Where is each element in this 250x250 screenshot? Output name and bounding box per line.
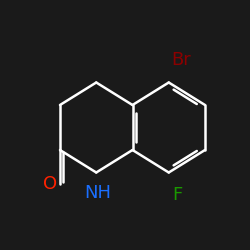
- Text: F: F: [172, 186, 183, 204]
- Text: NH: NH: [84, 184, 111, 202]
- Text: O: O: [44, 175, 58, 193]
- Text: Br: Br: [171, 51, 191, 69]
